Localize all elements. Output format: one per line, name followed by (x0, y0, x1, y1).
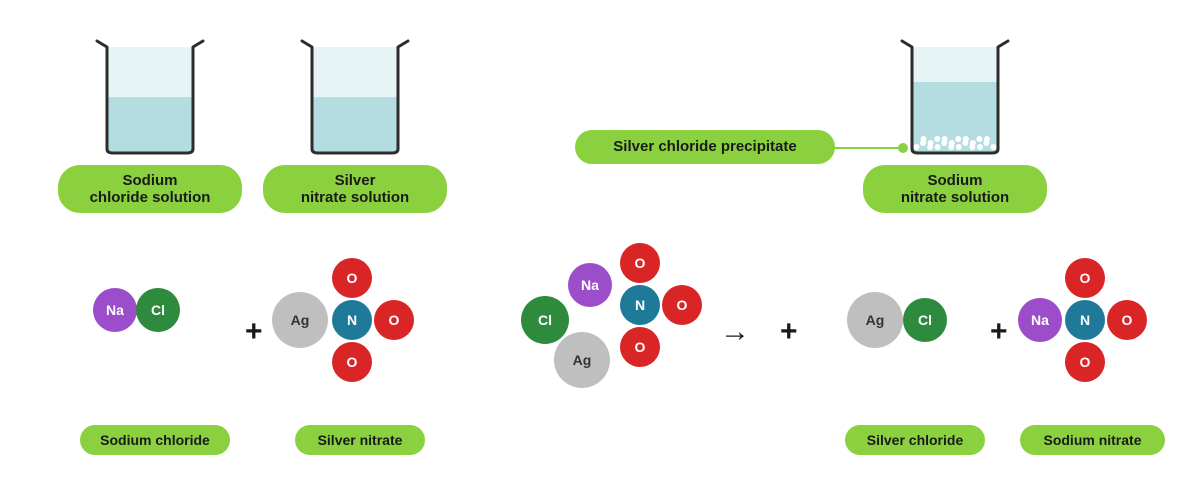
arrow-symbol: → (720, 315, 750, 349)
atom-o: O (332, 342, 372, 382)
pill-label: Sodium chloride (80, 425, 230, 455)
atom-cl: Cl (136, 288, 180, 332)
atom-o: O (620, 327, 660, 367)
pill-label: Sodium nitrate solution (863, 165, 1047, 213)
plus-symbol: + (990, 315, 1008, 349)
atom-n: N (332, 300, 372, 340)
atom-cl: Cl (903, 298, 947, 342)
connector-dot (898, 143, 908, 153)
atom-o: O (1065, 258, 1105, 298)
pill-label: Silver nitrate solution (263, 165, 447, 213)
atom-cl: Cl (521, 296, 569, 344)
pill-label: Silver nitrate (295, 425, 425, 455)
atom-na: Na (568, 263, 612, 307)
atom-ag: Ag (554, 332, 610, 388)
atom-o: O (662, 285, 702, 325)
atom-n: N (1065, 300, 1105, 340)
plus-symbol: + (780, 315, 798, 349)
plus-symbol: + (245, 315, 263, 349)
connector-line (834, 147, 903, 149)
atom-na: Na (93, 288, 137, 332)
pill-label: Sodium nitrate (1020, 425, 1165, 455)
atom-o: O (620, 243, 660, 283)
atom-o: O (374, 300, 414, 340)
pill-label: Silver chloride precipitate (575, 130, 835, 164)
atom-n: N (620, 285, 660, 325)
atom-ag: Ag (272, 292, 328, 348)
pill-label: Sodium chloride solution (58, 165, 242, 213)
beaker (300, 35, 410, 155)
pill-label: Silver chloride (845, 425, 985, 455)
diagram-stage: Sodium chloride solution Silver nitrate s… (0, 0, 1200, 500)
atom-na: Na (1018, 298, 1062, 342)
atom-o: O (332, 258, 372, 298)
beaker (900, 35, 1010, 155)
atom-o: O (1065, 342, 1105, 382)
atom-o: O (1107, 300, 1147, 340)
atom-ag: Ag (847, 292, 903, 348)
beaker (95, 35, 205, 155)
